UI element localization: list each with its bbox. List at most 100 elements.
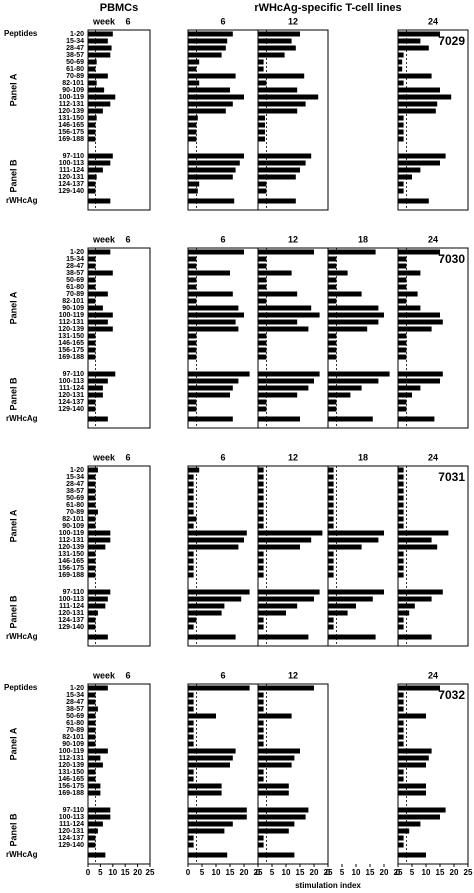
bar: [188, 406, 197, 412]
bar: [258, 852, 295, 858]
week-number: 24: [428, 452, 438, 462]
bar: [188, 481, 194, 487]
bar: [188, 59, 200, 65]
bar: [188, 45, 226, 51]
x-tick-label: 15: [366, 868, 375, 877]
peptide-label: 38-57: [66, 488, 84, 495]
bar: [258, 174, 296, 180]
bar: [398, 720, 404, 726]
bar: [188, 516, 197, 522]
bar: [398, 610, 410, 616]
peptide-label: 124-137: [58, 617, 84, 624]
bar: [188, 790, 222, 796]
bar: [88, 727, 96, 733]
bar: [328, 572, 334, 578]
peptide-label: 146-165: [58, 558, 84, 565]
peptide-label: 82-101: [62, 298, 84, 305]
bar: [398, 572, 404, 578]
peptides-label: Peptides: [4, 29, 38, 38]
bar: [258, 298, 267, 304]
panel-frame: [397, 683, 469, 865]
bar: [258, 263, 267, 269]
bar: [328, 509, 334, 515]
x-tick-label: 15: [121, 868, 130, 877]
bar: [258, 617, 264, 623]
bar: [188, 776, 194, 782]
bar: [328, 371, 390, 377]
week-number: 24: [428, 234, 438, 244]
bar: [88, 136, 96, 142]
bar: [88, 495, 96, 501]
bar: [398, 298, 407, 304]
peptide-label: 97-110: [63, 589, 85, 596]
bar: [398, 45, 429, 51]
animal-id: 7031: [438, 470, 465, 484]
peptide-label: 100-113: [59, 596, 84, 603]
bar: [88, 634, 108, 640]
bar: [398, 741, 404, 747]
pbmc-title: PBMCs: [100, 2, 139, 14]
bar: [398, 516, 404, 522]
bar: [398, 596, 432, 602]
panel-b-label: Panel B: [8, 595, 18, 629]
bar: [188, 467, 200, 473]
bar: [258, 488, 264, 494]
peptide-label: 124-137: [58, 399, 84, 406]
bar: [258, 790, 289, 796]
bar: [258, 284, 267, 290]
bar: [398, 624, 404, 630]
bar: [88, 378, 108, 384]
peptide-label: 129-140: [58, 842, 84, 849]
bar: [258, 73, 305, 79]
x-tick-label: 20: [380, 868, 389, 877]
peptide-label: 146-165: [58, 776, 84, 783]
bar: [188, 842, 194, 848]
bar: [88, 59, 97, 65]
bar: [258, 814, 306, 820]
bar: [88, 101, 111, 107]
bar: [188, 167, 236, 173]
peptide-label: 100-119: [59, 748, 84, 755]
bar: [88, 256, 96, 262]
bar: [258, 160, 306, 166]
bar: [328, 378, 379, 384]
bar: [258, 270, 292, 276]
bar: [398, 762, 426, 768]
x-tick-label: 10: [212, 868, 221, 877]
peptide-label: 15-34: [66, 38, 84, 45]
bar: [398, 59, 403, 65]
bar: [188, 720, 194, 726]
week-number: 6: [220, 670, 225, 680]
peptide-label: 28-47: [66, 45, 84, 52]
bar: [88, 392, 103, 398]
week-label: week: [92, 234, 116, 244]
week-number: 6: [220, 234, 225, 244]
bar: [88, 80, 97, 86]
bar: [398, 284, 407, 290]
peptide-label: 38-57: [66, 52, 84, 59]
bar: [398, 565, 404, 571]
bar: [398, 115, 404, 121]
x-tick-label: 25: [394, 868, 403, 877]
peptide-label: 131-150: [58, 551, 84, 558]
bar: [188, 319, 236, 325]
animal-id: 7032: [438, 688, 465, 702]
bar: [258, 59, 264, 65]
bar: [88, 603, 106, 609]
bar: [88, 347, 96, 353]
bar: [258, 755, 295, 761]
antigen-label: rWHcAg: [6, 414, 38, 423]
peptide-label: 1-20: [70, 467, 84, 474]
bar: [398, 31, 440, 37]
peptide-label: 28-47: [66, 481, 84, 488]
bar: [88, 298, 96, 304]
bar: [258, 249, 314, 255]
bar: [398, 52, 404, 58]
x-tick-label: 25: [324, 868, 333, 877]
bar: [188, 727, 194, 733]
peptide-label: 90-109: [62, 523, 84, 530]
x-tick-label: 5: [98, 868, 103, 877]
bar: [398, 821, 421, 827]
bar: [328, 516, 334, 522]
panel-frame: [257, 465, 329, 647]
